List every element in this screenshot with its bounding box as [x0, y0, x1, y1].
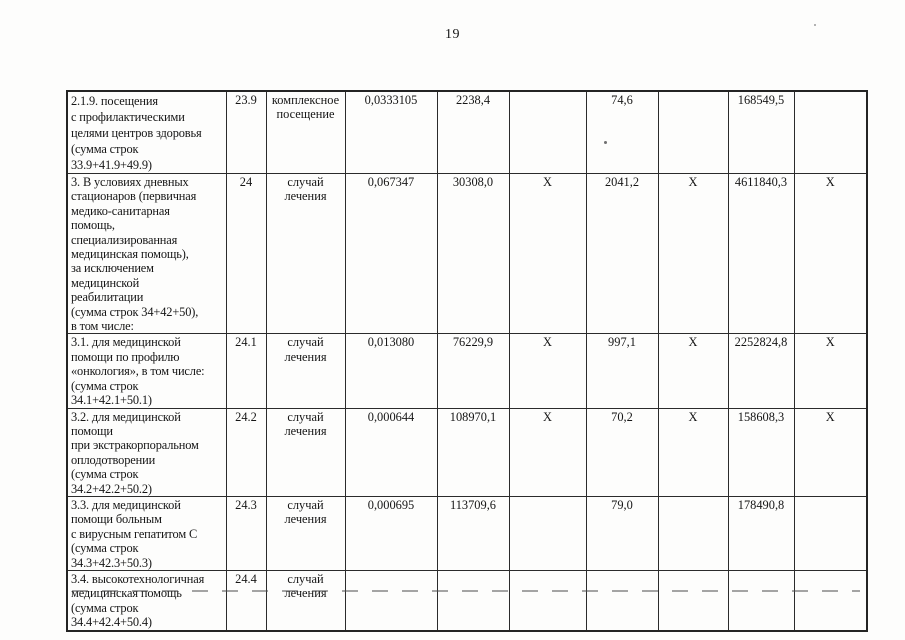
cell-value: 2041,2	[585, 172, 659, 335]
cell-value	[436, 569, 510, 632]
cell-value	[508, 569, 587, 632]
cell-value: 74,6	[585, 90, 659, 174]
cell-value: 2238,4	[436, 90, 510, 174]
cell-value: 108970,1	[436, 407, 510, 497]
cell-service-name: 3.1. для медицинской помощи по профилю «…	[66, 333, 227, 409]
table-row: 3. В условиях дневных стационаров (перви…	[66, 172, 868, 335]
cell-line-number: 24.3	[225, 495, 267, 571]
tariff-table: 2.1.9. посещения с профилактическими цел…	[66, 90, 868, 632]
cell-value: X	[793, 333, 868, 409]
cell-value	[657, 569, 729, 632]
scan-artifact-dot	[604, 141, 607, 144]
cell-value: 113709,6	[436, 495, 510, 571]
cell-value: 168549,5	[727, 90, 795, 174]
cell-value: X	[657, 407, 729, 497]
cell-value	[344, 569, 438, 632]
cell-value: 30308,0	[436, 172, 510, 335]
page-number: 19	[445, 27, 460, 42]
cell-value	[508, 495, 587, 571]
cell-value: 0,000695	[344, 495, 438, 571]
cell-line-number: 24.4	[225, 569, 267, 632]
scan-artifact-dot	[814, 24, 816, 26]
cell-unit: случай лечения	[265, 407, 346, 497]
cell-value: 158608,3	[727, 407, 795, 497]
cell-service-name: 3.4. высокотехнологичная медицинская пом…	[66, 569, 227, 632]
cell-value: 997,1	[585, 333, 659, 409]
cell-value	[793, 569, 868, 632]
cell-value: 79,0	[585, 495, 659, 571]
cell-value	[508, 90, 587, 174]
cell-service-name: 2.1.9. посещения с профилактическими цел…	[66, 90, 227, 174]
cell-value: X	[508, 407, 587, 497]
cell-service-name: 3.3. для медицинской помощи больным с ви…	[66, 495, 227, 571]
table-row: 3.2. для медицинской помощи при экстрако…	[66, 407, 868, 497]
table-row: 3.1. для медицинской помощи по профилю «…	[66, 333, 868, 409]
cell-line-number: 24	[225, 172, 267, 335]
cell-value	[585, 569, 659, 632]
cell-value: 70,2	[585, 407, 659, 497]
cell-value: X	[793, 172, 868, 335]
cell-value: 0,013080	[344, 333, 438, 409]
cell-value: X	[793, 407, 868, 497]
cell-value: 0,0333105	[344, 90, 438, 174]
cell-value: 4611840,3	[727, 172, 795, 335]
cell-line-number: 24.1	[225, 333, 267, 409]
cell-value: 178490,8	[727, 495, 795, 571]
cell-value: X	[508, 172, 587, 335]
cell-value	[727, 569, 795, 632]
cell-value	[793, 495, 868, 571]
cell-line-number: 24.2	[225, 407, 267, 497]
cell-unit: случай лечения	[265, 569, 346, 632]
cell-value: 2252824,8	[727, 333, 795, 409]
table-row: 3.3. для медицинской помощи больным с ви…	[66, 495, 868, 571]
cell-unit: случай лечения	[265, 172, 346, 335]
cell-line-number: 23.9	[225, 90, 267, 174]
table-row: 2.1.9. посещения с профилактическими цел…	[66, 90, 868, 174]
cell-service-name: 3. В условиях дневных стационаров (перви…	[66, 172, 227, 335]
cell-unit: случай лечения	[265, 495, 346, 571]
cell-unit: комплексное посещение	[265, 90, 346, 174]
cell-value: 0,067347	[344, 172, 438, 335]
cell-value: 0,000644	[344, 407, 438, 497]
scan-shadow-line	[72, 590, 860, 592]
cell-value: 76229,9	[436, 333, 510, 409]
cell-value	[793, 90, 868, 174]
table-row: 3.4. высокотехнологичная медицинская пом…	[66, 569, 868, 632]
cell-value	[657, 90, 729, 174]
cell-value: X	[508, 333, 587, 409]
cell-unit: случай лечения	[265, 333, 346, 409]
cell-value: X	[657, 172, 729, 335]
cell-value	[657, 495, 729, 571]
cell-service-name: 3.2. для медицинской помощи при экстрако…	[66, 407, 227, 497]
cell-value: X	[657, 333, 729, 409]
